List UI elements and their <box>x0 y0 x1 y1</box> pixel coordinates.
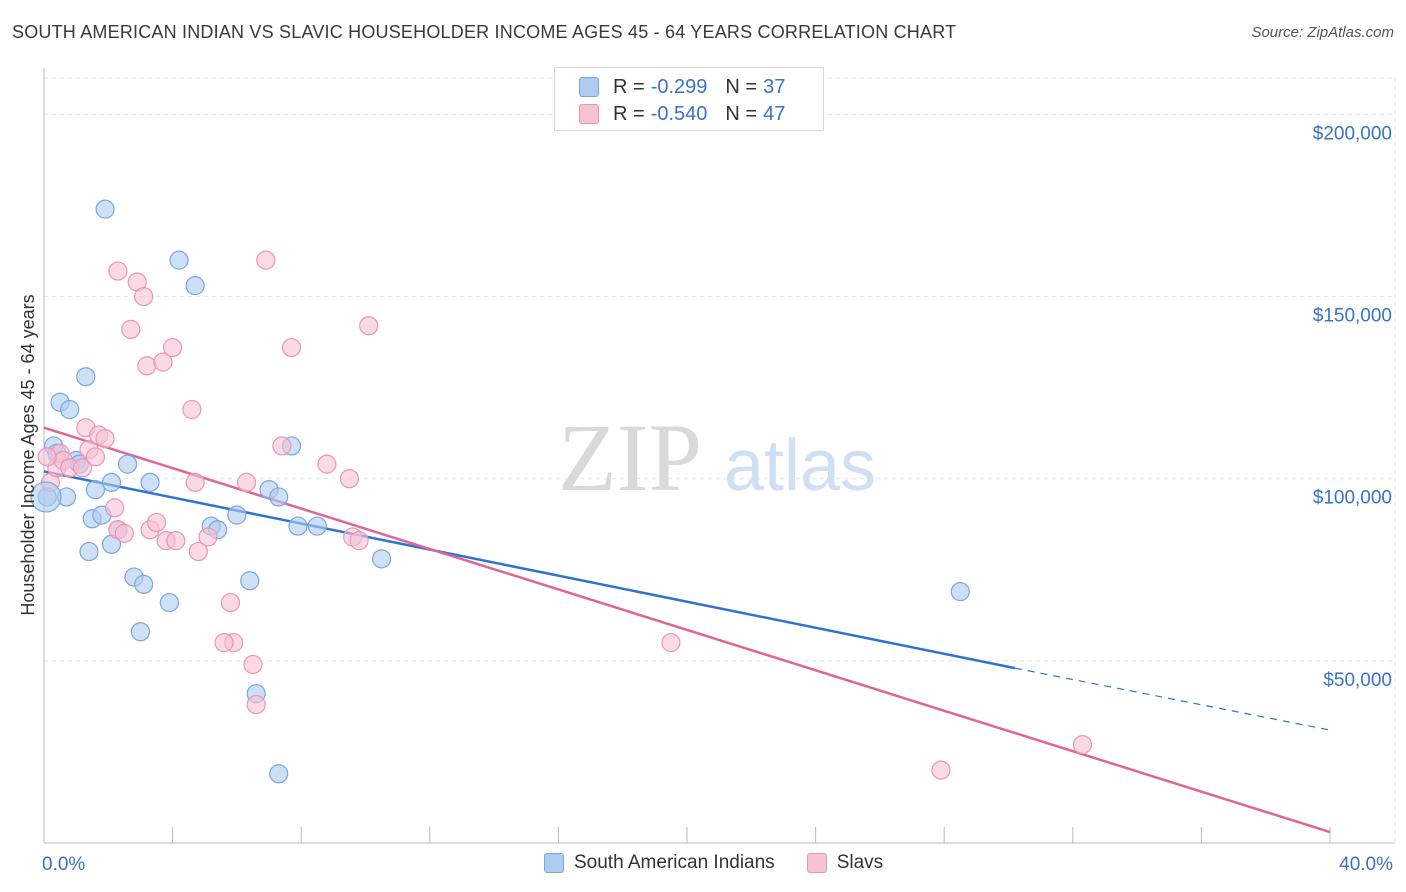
y-tick-label: $100,000 <box>1313 488 1392 509</box>
point-slav <box>166 531 186 551</box>
series-swatch-pink <box>806 853 827 873</box>
point-south-american-indian <box>85 480 106 500</box>
legend-n-value: 47 <box>763 102 786 125</box>
point-south-american-indian <box>30 481 62 513</box>
trend-line-extension <box>1014 667 1331 731</box>
point-south-american-indian <box>60 399 80 420</box>
point-slav <box>243 654 263 675</box>
legend-n-label: N = <box>725 75 758 98</box>
axes <box>43 68 1395 844</box>
point-south-american-indian <box>95 199 115 219</box>
point-slav <box>114 523 134 543</box>
point-slav <box>72 458 93 478</box>
x-tick-label-max: 40.0% <box>1339 854 1393 875</box>
point-south-american-indian <box>240 571 260 591</box>
source-label: Source: ZipAtlas.com <box>1251 24 1394 41</box>
point-slav <box>220 592 241 613</box>
series-legend-item-slavs: Slavs <box>806 852 884 874</box>
legend-row-slavs: R = -0.540 N = 47 <box>579 102 785 126</box>
point-south-american-indian <box>101 472 122 492</box>
y-tick-label: $200,000 <box>1313 123 1392 144</box>
trend-lines <box>43 426 1331 834</box>
point-slav <box>146 512 167 533</box>
chart-title: SOUTH AMERICAN INDIAN VS SLAVIC HOUSEHOL… <box>12 22 957 42</box>
point-slav <box>256 250 276 270</box>
point-slav <box>95 429 115 449</box>
point-south-american-indian <box>307 516 327 536</box>
point-slav <box>661 633 681 653</box>
point-slav <box>359 316 379 336</box>
point-slav <box>246 694 266 715</box>
point-south-american-indian <box>269 487 289 507</box>
series-swatch-blue <box>544 853 564 873</box>
legend-swatch-pink <box>579 104 599 124</box>
point-slav <box>182 399 202 420</box>
legend-r-label: R = <box>613 75 645 98</box>
series-legend: South American Indians Slavs <box>544 852 915 874</box>
point-south-american-indian <box>269 764 289 784</box>
stats-legend: R = -0.299 N = 37 R = -0.540 N = 47 <box>554 67 824 131</box>
legend-r-value: -0.299 <box>650 75 708 98</box>
point-slav <box>121 319 141 339</box>
point-slav <box>153 352 173 372</box>
point-slav <box>339 469 360 489</box>
point-slav <box>185 472 205 492</box>
data-points <box>30 199 1093 784</box>
point-slav <box>105 498 125 518</box>
point-south-american-indian <box>79 541 99 562</box>
x-tick-label-min: 0.0% <box>42 854 85 875</box>
watermark-atlas: atlas <box>724 426 876 506</box>
trend-line-slavs <box>43 426 1331 834</box>
point-slav <box>198 527 218 547</box>
point-slav <box>188 541 208 562</box>
point-south-american-indian <box>288 516 308 536</box>
grid-lines <box>44 77 1396 843</box>
series-legend-item-south-american-indians: South American Indians <box>544 852 775 874</box>
legend-n-value: 37 <box>763 75 786 98</box>
legend-row-south-american-indians: R = -0.299 N = 37 <box>579 75 785 99</box>
watermark: ZIP atlas <box>558 404 876 511</box>
trend-line-south-american-indians <box>43 470 1016 670</box>
point-south-american-indian <box>227 505 247 525</box>
point-south-american-indian <box>76 367 96 387</box>
point-slav <box>931 760 951 780</box>
series-legend-label: South American Indians <box>574 852 775 873</box>
point-slav <box>236 472 257 492</box>
axis-labels: $50,000 $100,000 $150,000 $200,000 0.0% 40.0%… <box>18 123 1393 875</box>
point-south-american-indian <box>117 454 138 474</box>
point-slav <box>108 261 128 281</box>
y-tick-label: $50,000 <box>1323 670 1392 691</box>
point-slav <box>137 356 157 376</box>
point-south-american-indian <box>185 276 205 296</box>
series-legend-label: Slavs <box>836 852 884 873</box>
point-south-american-indian <box>134 574 154 594</box>
point-slav <box>317 454 337 474</box>
point-slav <box>272 436 292 456</box>
point-south-american-indian <box>159 592 179 613</box>
point-slav <box>281 337 302 358</box>
point-south-american-indian <box>130 622 151 642</box>
point-slav <box>163 337 183 358</box>
point-slav <box>134 286 154 307</box>
point-slav <box>1072 735 1093 755</box>
legend-n-label: N = <box>725 102 758 125</box>
point-south-american-indian <box>371 549 392 569</box>
legend-r-value: -0.540 <box>650 102 708 125</box>
point-slav <box>37 447 57 467</box>
point-south-american-indian <box>169 250 189 270</box>
legend-r-label: R = <box>613 102 645 125</box>
watermark-zip: ZIP <box>558 404 702 511</box>
point-south-american-indian <box>140 472 160 492</box>
y-axis-title: Householder Income Ages 45 - 64 years <box>18 294 38 615</box>
point-south-american-indian <box>950 582 970 602</box>
point-slav <box>85 447 106 467</box>
y-tick-label: $150,000 <box>1313 306 1392 327</box>
point-slav <box>214 633 234 653</box>
point-slav <box>349 531 369 551</box>
legend-swatch-blue <box>579 77 599 97</box>
